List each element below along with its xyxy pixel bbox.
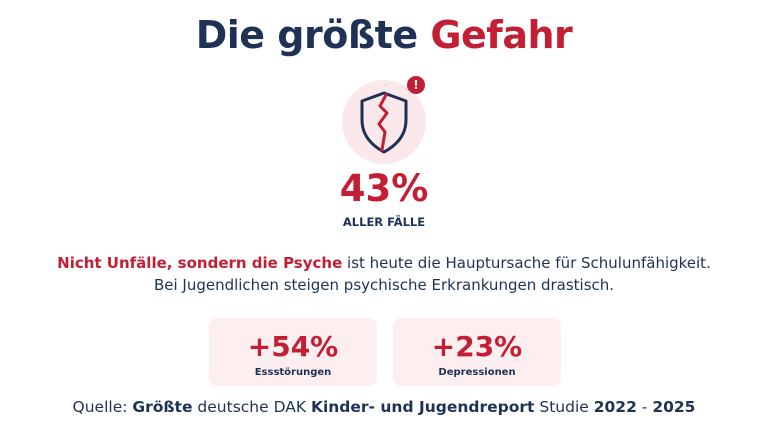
source-year-start: 2022 xyxy=(593,398,637,416)
source-mid-2: Studie xyxy=(534,398,594,416)
source-citation: Quelle: Größte deutsche DAK Kinder- und … xyxy=(0,398,768,416)
title-part-accent: Gefahr xyxy=(430,13,573,57)
description-highlight: Nicht Unfälle, sondern die Psyche xyxy=(57,254,343,272)
description-rest: ist heute die Hauptursache für Schulunfä… xyxy=(342,254,711,272)
description: Nicht Unfälle, sondern die Psyche ist he… xyxy=(0,252,768,296)
alert-badge-icon: ! xyxy=(407,76,425,94)
source-mid-3: - xyxy=(636,398,653,416)
stat-card-value: +54% xyxy=(247,330,339,363)
stat-card-label: Depressionen xyxy=(438,367,516,378)
source-prefix: Quelle: xyxy=(72,398,133,416)
headline-stat-value: 43% xyxy=(339,167,429,210)
source-bold-1: Größte xyxy=(132,398,193,416)
source-mid-1: deutsche DAK xyxy=(192,398,311,416)
stat-card-depression: +23% Depressionen xyxy=(393,318,561,386)
source-year-end: 2025 xyxy=(652,398,696,416)
stat-card-label: Essstörungen xyxy=(254,367,332,378)
title-part-main: Die größte xyxy=(195,13,418,57)
stat-card-eating-disorders: +54% Essstörungen xyxy=(209,318,377,386)
icon-background xyxy=(342,80,426,164)
broken-shield-icon xyxy=(360,91,408,154)
page-title: Die größte Gefahr xyxy=(0,12,768,58)
stat-card-value: +23% xyxy=(431,330,523,363)
description-line-2: Bei Jugendlichen steigen psychische Erkr… xyxy=(153,276,615,294)
shield-icon-group: ! xyxy=(342,76,432,164)
source-bold-2: Kinder- und Jugendreport xyxy=(310,398,535,416)
headline-stat-label: ALLER FÄLLE xyxy=(342,215,426,229)
description-line-1: Nicht Unfälle, sondern die Psyche ist he… xyxy=(0,252,768,274)
